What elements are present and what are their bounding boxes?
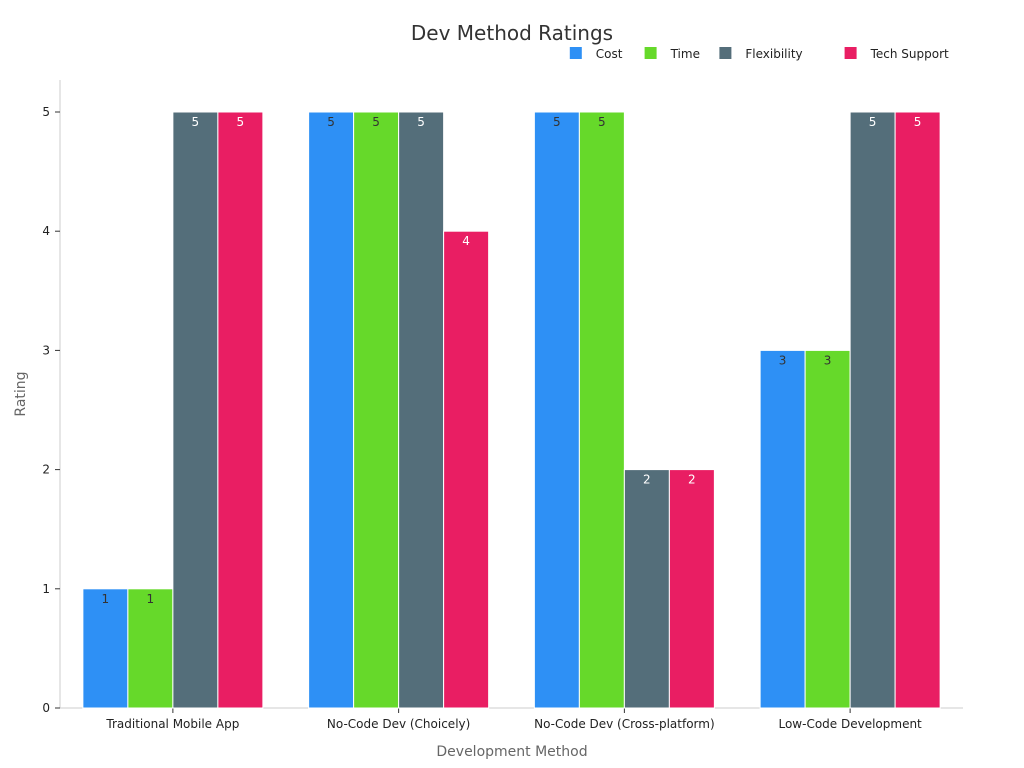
bar-flexibility[interactable] xyxy=(849,111,896,709)
bar-flexibility[interactable] xyxy=(398,111,445,709)
y-tick-label: 0 xyxy=(42,701,50,715)
bar-time[interactable] xyxy=(578,111,625,709)
bar-value-label: 3 xyxy=(779,353,787,367)
y-tick-label: 2 xyxy=(42,463,50,477)
bar-tech-support[interactable] xyxy=(894,111,941,709)
bar-tech-support[interactable] xyxy=(443,230,490,709)
y-tick-label: 4 xyxy=(42,224,50,238)
bar-value-label: 5 xyxy=(237,115,245,129)
legend-item-label[interactable]: Time xyxy=(670,47,700,61)
legend-item-label[interactable]: Tech Support xyxy=(870,47,949,61)
y-axis-label: Rating xyxy=(13,371,29,416)
bar-cost[interactable] xyxy=(533,111,580,709)
bar-value-label: 5 xyxy=(598,115,606,129)
legend-swatch xyxy=(644,47,657,59)
bar-time[interactable] xyxy=(353,111,400,709)
bar-value-label: 5 xyxy=(192,115,200,129)
bar-time[interactable] xyxy=(804,349,851,709)
x-tick-label: No-Code Dev (Choicely) xyxy=(327,717,470,731)
x-tick-label: No-Code Dev (Cross-platform) xyxy=(534,717,715,731)
bar-value-label: 2 xyxy=(643,473,651,487)
bar-flexibility[interactable] xyxy=(172,111,219,709)
bar-value-label: 5 xyxy=(327,115,335,129)
bar-value-label: 2 xyxy=(688,473,696,487)
bar-value-label: 5 xyxy=(914,115,922,129)
chart-title: Dev Method Ratings xyxy=(411,21,613,45)
bar-cost[interactable] xyxy=(82,588,129,709)
legend-item-label[interactable]: Cost xyxy=(596,47,623,61)
bar-time[interactable] xyxy=(127,588,174,709)
bars-group: 1 1 5 5 5 5 5 4 5 5 2 2 3 3 5 5 xyxy=(82,111,941,709)
x-tick-label: Traditional Mobile App xyxy=(105,717,239,731)
legend-item-label[interactable]: Flexibility xyxy=(745,47,802,61)
bar-value-label: 1 xyxy=(102,592,110,606)
bar-value-label: 5 xyxy=(417,115,425,129)
bar-tech-support[interactable] xyxy=(668,469,715,709)
bar-value-label: 5 xyxy=(869,115,877,129)
bar-cost[interactable] xyxy=(308,111,355,709)
bar-flexibility[interactable] xyxy=(623,469,670,709)
bar-value-label: 1 xyxy=(147,592,155,606)
bar-tech-support[interactable] xyxy=(217,111,264,709)
legend-swatch xyxy=(569,47,582,59)
y-tick-label: 1 xyxy=(42,582,50,596)
x-axis-label: Development Method xyxy=(436,744,587,760)
bar-cost[interactable] xyxy=(759,349,806,709)
y-tick-label: 5 xyxy=(42,105,50,119)
bar-value-label: 5 xyxy=(372,115,380,129)
x-tick-label: Low-Code Development xyxy=(778,717,922,731)
bar-value-label: 3 xyxy=(824,353,832,367)
bar-value-label: 5 xyxy=(553,115,561,129)
legend-swatch xyxy=(719,47,732,59)
legend[interactable]: Cost Time Flexibility Tech Support xyxy=(569,47,949,61)
y-tick-label: 3 xyxy=(42,343,50,357)
legend-swatch xyxy=(844,47,857,59)
bar-value-label: 4 xyxy=(462,234,470,248)
